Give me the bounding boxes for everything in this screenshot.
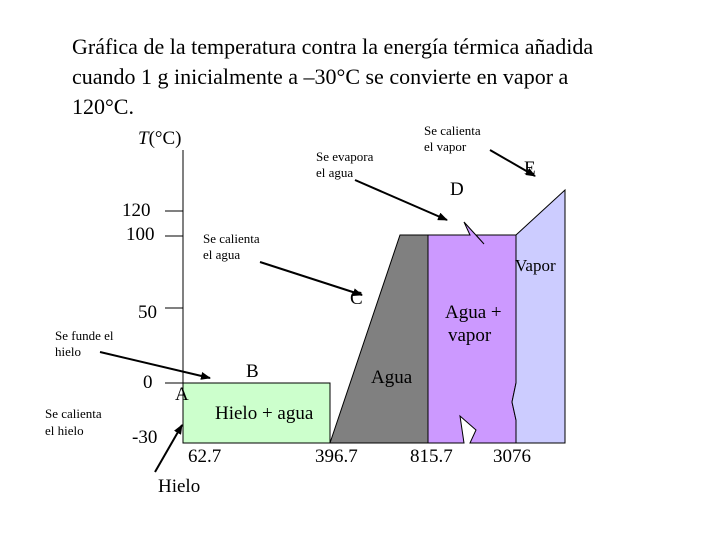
arrow-calienta-agua: [259, 261, 363, 297]
note-funde-hielo-2: hielo: [55, 344, 81, 359]
x-tick-label-62-7: 62.7: [188, 446, 221, 467]
y-tick-label-120: 120: [122, 200, 151, 221]
note-calienta-agua-1: Se calienta: [203, 231, 260, 246]
region-ice-water: [182, 382, 331, 444]
x-tick-label-396-7: 396.7: [315, 446, 358, 467]
note-calienta-agua-2: el agua: [203, 247, 240, 262]
region-label-hielo-agua: Hielo + agua: [215, 403, 314, 424]
y-tick-label-100: 100: [126, 224, 155, 245]
chart-title: Gráfica de la temperatura contra la ener…: [72, 32, 672, 122]
point-label-a: A: [175, 384, 189, 405]
region-label-agua-vapor-2: vapor: [448, 325, 492, 346]
region-label-vapor: Vapor: [515, 256, 556, 275]
y-tick-label-50: 50: [138, 302, 157, 323]
x-tick-label-3076: 3076: [493, 446, 531, 467]
arrow-calienta-hielo: [154, 424, 183, 473]
note-calienta-hielo-1: Se calienta: [45, 406, 102, 421]
note-calienta-vapor-2: el vapor: [424, 139, 467, 154]
note-calienta-vapor-1: Se calienta: [424, 123, 481, 138]
x-tick-label-815-7: 815.7: [410, 446, 453, 467]
y-axis-label: T(°C): [138, 128, 182, 149]
region-vapor: [511, 188, 566, 444]
title-line-3: 120°C.: [72, 94, 134, 119]
region-water: [329, 234, 429, 444]
note-evapora-agua-1: Se evapora: [316, 149, 374, 164]
note-calienta-hielo-2: el hielo: [45, 423, 84, 438]
note-funde-hielo-1: Se funde el: [55, 328, 114, 343]
title-line-1: Gráfica de la temperatura contra la ener…: [72, 34, 594, 59]
point-label-d: D: [450, 179, 464, 200]
title-line-2: cuando 1 g inicialmente a –30°C se convi…: [72, 64, 569, 89]
arrow-evapora-agua: [354, 179, 448, 221]
region-label-agua: Agua: [371, 367, 413, 388]
note-evapora-agua-2: el agua: [316, 165, 353, 180]
arrow-calienta-vapor: [489, 149, 536, 177]
point-label-b: B: [246, 361, 259, 382]
arrow-funde-hielo: [99, 351, 211, 380]
y-tick-label-minus30: -30: [132, 427, 157, 448]
region-label-agua-vapor-1: Agua +: [445, 302, 502, 323]
y-tick-label-0: 0: [143, 372, 153, 393]
region-label-hielo: Hielo: [158, 476, 200, 497]
